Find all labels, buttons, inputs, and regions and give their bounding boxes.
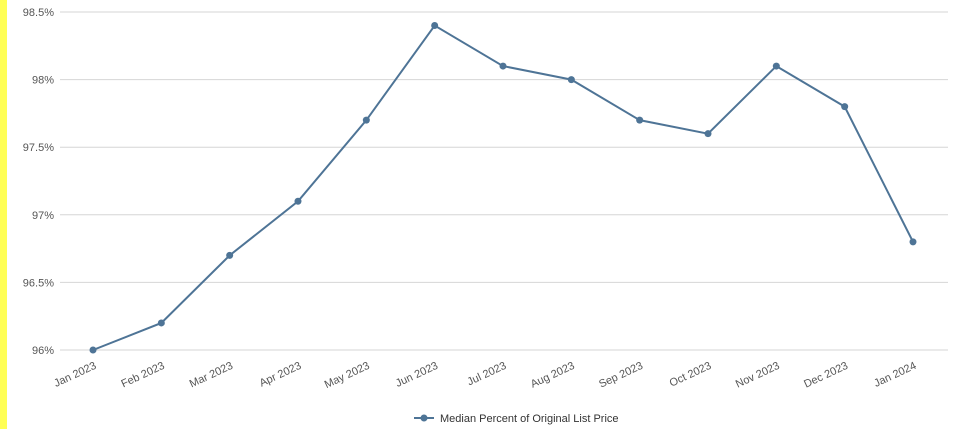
x-tick-label: Jul 2023 xyxy=(465,360,508,388)
data-point xyxy=(704,130,712,138)
grid-lines xyxy=(60,11,948,351)
data-point xyxy=(499,62,507,70)
data-point xyxy=(294,197,302,205)
x-tick-label: Jun 2023 xyxy=(394,360,440,390)
data-point xyxy=(226,251,234,259)
x-tick-label: Mar 2023 xyxy=(188,360,235,391)
x-tick-label: Sep 2023 xyxy=(597,360,645,391)
y-tick-label: 98% xyxy=(32,75,54,87)
x-tick-label: Nov 2023 xyxy=(734,360,782,391)
y-tick-label: 96% xyxy=(32,345,54,357)
legend-point-marker xyxy=(420,414,428,422)
y-tick-label: 97% xyxy=(32,210,54,222)
x-tick-label: Jan 2024 xyxy=(872,360,918,390)
data-point xyxy=(841,103,849,111)
accent-bar xyxy=(0,0,7,429)
x-tick-label: Dec 2023 xyxy=(802,360,850,391)
data-point xyxy=(362,116,370,124)
data-point xyxy=(636,116,644,124)
y-tick-label: 97.5% xyxy=(23,142,54,154)
y-axis: 96% 96.5% 97% 97.5% 98% 98.5% xyxy=(23,7,54,357)
data-point xyxy=(567,76,575,84)
y-tick-label: 98.5% xyxy=(23,7,54,19)
x-tick-label: May 2023 xyxy=(323,360,372,391)
x-tick-label: Oct 2023 xyxy=(668,360,714,390)
x-tick-label: Feb 2023 xyxy=(119,360,166,391)
legend-label: Median Percent of Original List Price xyxy=(440,413,619,425)
series-line xyxy=(92,24,914,351)
data-point xyxy=(431,22,439,30)
x-axis: Jan 2023 Feb 2023 Mar 2023 Apr 2023 May 2023… xyxy=(52,360,918,391)
data-point xyxy=(772,62,780,70)
data-point xyxy=(89,346,97,354)
data-point xyxy=(157,319,165,327)
data-point xyxy=(909,238,917,246)
series-group xyxy=(89,22,917,354)
y-tick-label: 96.5% xyxy=(23,277,54,289)
x-tick-label: Apr 2023 xyxy=(258,360,304,390)
legend: Median Percent of Original List Price xyxy=(414,413,619,425)
x-tick-label: Jan 2023 xyxy=(52,360,98,390)
x-tick-label: Aug 2023 xyxy=(529,360,577,391)
